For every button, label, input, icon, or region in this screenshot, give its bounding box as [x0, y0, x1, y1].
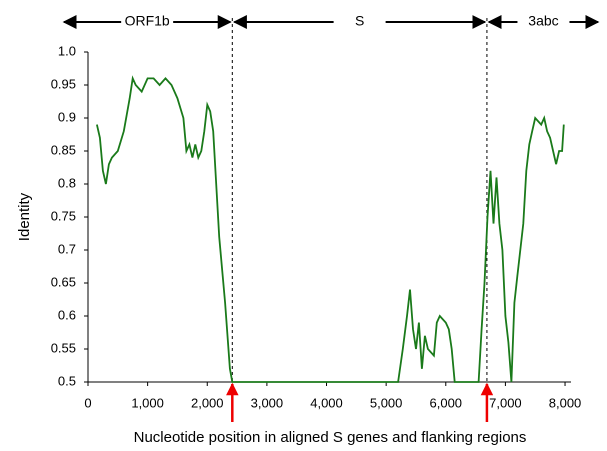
y-tick-label: 0.8: [58, 175, 76, 190]
region-label: 3abc: [528, 13, 558, 29]
y-tick-label: 1.0: [58, 43, 76, 58]
x-axis-label: Nucleotide position in aligned S genes a…: [134, 429, 527, 446]
y-tick-label: 0.65: [51, 274, 76, 289]
x-tick-label: 5,000: [370, 395, 403, 410]
y-tick-label: 0.5: [58, 373, 76, 388]
y-tick-label: 0.6: [58, 307, 76, 322]
y-tick-label: 0.9: [58, 109, 76, 124]
y-tick-label: 0.95: [51, 76, 76, 91]
region-label-bg: [121, 13, 174, 31]
y-tick-label: 0.75: [51, 208, 76, 223]
region-label: S: [355, 13, 364, 29]
y-tick-label: 0.85: [51, 142, 76, 157]
x-tick-label: 1,000: [131, 395, 164, 410]
region-label: ORF1b: [125, 13, 170, 29]
region-label-bg: [517, 13, 570, 31]
y-axis-label: Identity: [16, 192, 33, 241]
x-tick-label: 8,000: [549, 395, 582, 410]
x-tick-label: 6,000: [430, 395, 463, 410]
x-tick-label: 4,000: [310, 395, 343, 410]
identity-line: [96, 75, 565, 383]
y-tick-label: 0.7: [58, 241, 76, 256]
region-label-bg: [333, 13, 386, 31]
x-tick-label: 7,000: [489, 395, 522, 410]
x-tick-label: 2,000: [191, 395, 224, 410]
x-tick-label: 0: [84, 395, 91, 410]
y-tick-label: 0.55: [51, 340, 76, 355]
x-tick-label: 3,000: [251, 395, 284, 410]
